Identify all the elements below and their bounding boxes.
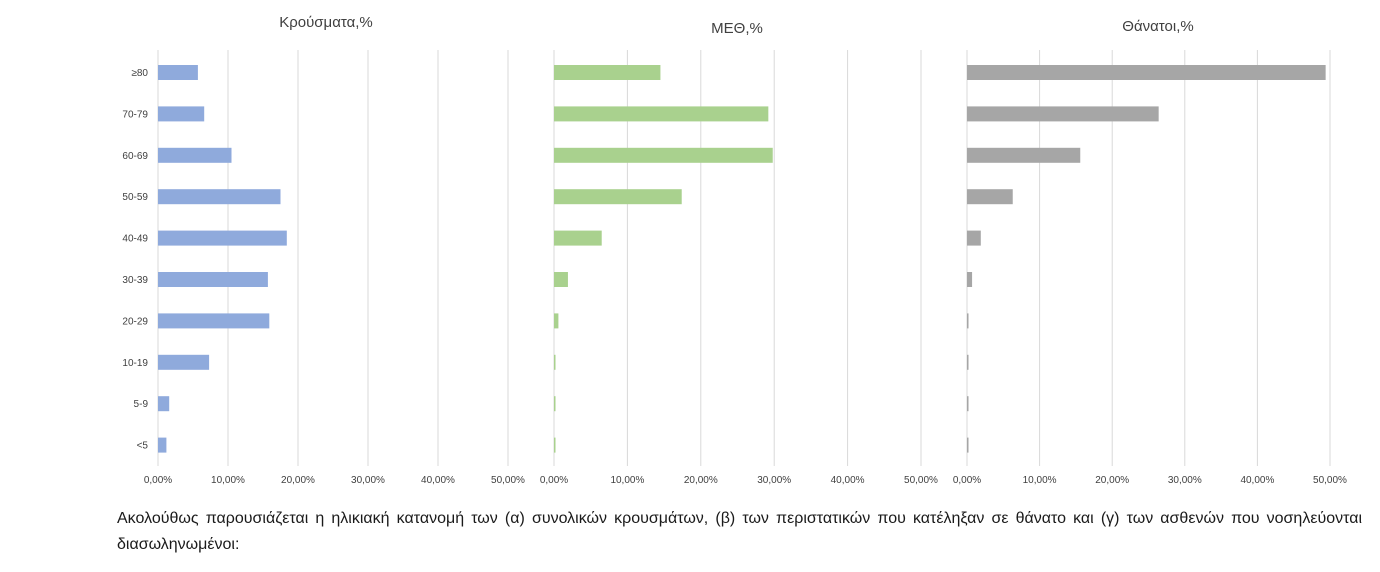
icu-bar: [554, 230, 602, 246]
deaths-x-tick-label: 0,00%: [953, 475, 981, 486]
icu-bar: [554, 272, 568, 287]
deaths-x-tick-label: 50,00%: [1313, 475, 1347, 486]
cases-x-tick-label: 20,00%: [281, 475, 315, 486]
cases-x-tick-label: 40,00%: [421, 475, 455, 486]
cases-bar: [158, 437, 167, 453]
deaths-x-tick-label: 30,00%: [1168, 475, 1202, 486]
category-label: 60-69: [122, 151, 148, 162]
deaths-bar: [967, 106, 1159, 122]
category-label: <5: [137, 441, 149, 452]
deaths-x-tick-label: 40,00%: [1240, 475, 1274, 486]
deaths-bar: [967, 272, 973, 287]
icu-bar: [554, 147, 773, 163]
cases-bar: [158, 396, 170, 412]
cases-bar: [158, 354, 210, 370]
category-label: 50-59: [122, 192, 148, 203]
deaths-bar: [967, 230, 981, 246]
icu-x-tick-label: 30,00%: [757, 475, 791, 486]
icu-x-tick-label: 40,00%: [831, 475, 865, 486]
cases-bar: [158, 106, 205, 122]
icu-x-tick-label: 0,00%: [540, 475, 568, 486]
deaths-bar: [967, 189, 1013, 205]
category-label: 10-19: [122, 358, 148, 369]
icu-bar: [554, 313, 559, 329]
category-label: 70-79: [122, 109, 148, 120]
icu-bar: [554, 65, 661, 80]
category-label: 40-49: [122, 234, 148, 245]
deaths-bar: [967, 396, 969, 412]
icu-x-tick-label: 50,00%: [904, 475, 938, 486]
cases-bar: [158, 313, 270, 329]
icu-bar: [554, 437, 556, 453]
deaths-x-tick-label: 20,00%: [1095, 475, 1129, 486]
cases-bar: [158, 189, 281, 205]
icu-bar: [554, 189, 682, 205]
icu-x-tick-label: 20,00%: [684, 475, 718, 486]
category-label: 20-29: [122, 316, 148, 327]
icu-bar: [554, 106, 769, 122]
cases-chart-title: Κρούσματα,%: [279, 14, 373, 31]
cases-x-tick-label: 30,00%: [351, 475, 385, 486]
category-label: ≥80: [131, 68, 148, 79]
icu-x-tick-label: 10,00%: [610, 475, 644, 486]
charts-canvas: 0,00% 10,00% 20,00% 30,00% 40,00% 50,00% Κρούσ…: [122, 14, 1347, 486]
category-label: 30-39: [122, 275, 148, 286]
icu-chart-title: ΜΕΘ,%: [711, 20, 763, 37]
icu-bar: [554, 396, 556, 412]
category-label: 5-9: [134, 399, 149, 410]
cases-bar: [158, 147, 232, 163]
deaths-bar: [967, 65, 1326, 80]
cases-x-tick-label: 0,00%: [144, 475, 172, 486]
deaths-bar: [967, 354, 969, 370]
cases-bar: [158, 65, 198, 80]
deaths-bar: [967, 147, 1081, 163]
deaths-x-tick-label: 10,00%: [1023, 475, 1057, 486]
cases-x-tick-label: 50,00%: [491, 475, 525, 486]
deaths-bar: [967, 437, 969, 453]
icu-bar: [554, 354, 556, 370]
cases-bar: [158, 230, 287, 246]
deaths-chart-title: Θάνατοι,%: [1122, 18, 1193, 35]
deaths-bar: [967, 313, 969, 329]
caption-text: Ακολούθως παρουσιάζεται η ηλικιακή καταν…: [117, 510, 1362, 553]
cases-x-tick-label: 10,00%: [211, 475, 245, 486]
cases-bar: [158, 272, 268, 287]
